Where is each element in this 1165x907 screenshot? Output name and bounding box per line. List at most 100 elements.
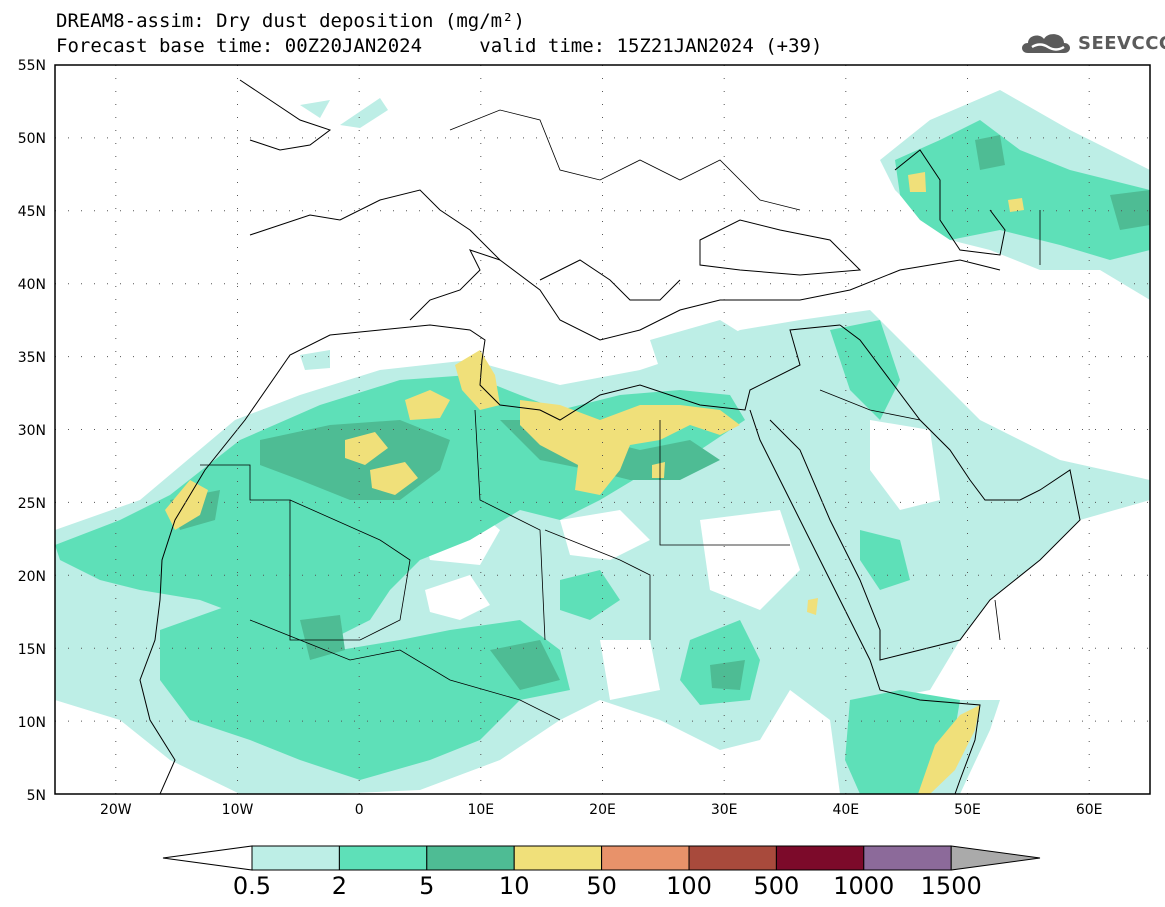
contour-region bbox=[340, 98, 388, 128]
lon-labels: 20W 10W 0 10E 20E 30E 40E 50E 60E bbox=[100, 802, 1103, 818]
colorbar-swatch bbox=[601, 845, 690, 871]
lon-label: 20E bbox=[589, 802, 616, 818]
lon-label: 60E bbox=[1076, 802, 1103, 818]
map-frame bbox=[54, 64, 1151, 795]
contour-region bbox=[1110, 190, 1150, 230]
contour-region bbox=[918, 705, 980, 794]
border bbox=[819, 389, 921, 421]
coastlines bbox=[139, 79, 1081, 794]
contour-region bbox=[345, 432, 388, 465]
lat-label: 20N bbox=[18, 569, 46, 585]
colorbar-label: 2 bbox=[332, 872, 347, 900]
lat-label: 10N bbox=[18, 715, 46, 731]
colorbar-labels: 0.5 2 5 10 50 100 500 1000 1500 bbox=[233, 872, 982, 900]
lat-label: 45N bbox=[18, 204, 46, 220]
contour-gap bbox=[425, 575, 490, 620]
level-10-50 bbox=[165, 172, 1024, 794]
europe-coast bbox=[249, 189, 1001, 341]
lat-label: 25N bbox=[18, 496, 46, 512]
colorbar-swatch bbox=[251, 845, 340, 871]
lat-label: 35N bbox=[18, 350, 46, 366]
lat-label: 15N bbox=[18, 642, 46, 658]
valid-time: valid time: 15Z21JAN2024 (+39) bbox=[479, 35, 823, 57]
lon-label: 50E bbox=[954, 802, 981, 818]
lon-label: 40E bbox=[832, 802, 859, 818]
contour-gap bbox=[560, 510, 650, 560]
contour-region bbox=[455, 350, 500, 410]
contour-region bbox=[807, 598, 818, 615]
grid-lines bbox=[55, 65, 1150, 794]
contour-region bbox=[520, 400, 740, 495]
lat-label: 50N bbox=[18, 131, 46, 147]
caspian-sea bbox=[894, 149, 1006, 256]
contour-gap bbox=[700, 510, 800, 610]
contour-region bbox=[300, 350, 330, 370]
border bbox=[289, 499, 411, 641]
contour-region bbox=[165, 480, 208, 530]
contour-region bbox=[370, 462, 418, 495]
colorbar-label: 1000 bbox=[833, 872, 894, 900]
colorbar-label: 100 bbox=[666, 872, 712, 900]
country-borders bbox=[200, 109, 1041, 721]
colorbar-swatch bbox=[688, 845, 777, 871]
contour-region bbox=[652, 462, 665, 478]
lon-label: 30E bbox=[711, 802, 738, 818]
colorbar-swatch bbox=[775, 845, 865, 871]
colorbar-label: 50 bbox=[586, 872, 617, 900]
border bbox=[200, 464, 360, 641]
lon-label: 10W bbox=[222, 802, 254, 818]
colorbar: 0.5 2 5 10 50 100 500 1000 1500 bbox=[162, 845, 1041, 900]
deposition-field bbox=[55, 90, 1150, 794]
contour-region bbox=[895, 120, 1150, 260]
lon-label: 0 bbox=[355, 802, 364, 818]
seevccc-logo: SEEVCCC bbox=[1018, 28, 1165, 58]
border bbox=[474, 409, 546, 641]
lon-label: 20W bbox=[100, 802, 132, 818]
balkans bbox=[539, 259, 681, 301]
border bbox=[249, 619, 561, 721]
lat-label: 55N bbox=[18, 58, 46, 74]
map-title: DREAM8-assim: Dry dust deposition (mg/m²… bbox=[56, 10, 525, 32]
contour-region bbox=[975, 135, 1005, 170]
contour-gap bbox=[870, 420, 940, 510]
lat-label: 5N bbox=[27, 788, 46, 804]
contour-gap bbox=[600, 640, 660, 700]
africa-coast-east bbox=[749, 409, 981, 794]
contour-region bbox=[710, 660, 745, 690]
contour-region bbox=[300, 615, 345, 660]
colorbar-swatch bbox=[426, 845, 515, 871]
contour-region bbox=[560, 570, 620, 620]
contour-region bbox=[650, 320, 760, 390]
black-sea bbox=[699, 219, 862, 276]
colorbar-label: 500 bbox=[753, 872, 799, 900]
map-subtitle: Forecast base time: 00Z20JAN2024 valid t… bbox=[56, 35, 822, 57]
arabia-coast bbox=[769, 324, 1081, 661]
colorbar-swatch bbox=[513, 845, 603, 871]
lat-labels: 55N 50N 45N 40N 35N 30N 25N 20N 15N 10N … bbox=[18, 58, 46, 804]
contour-region bbox=[860, 530, 910, 590]
contour-region bbox=[300, 100, 330, 118]
colorbar-label: 1500 bbox=[921, 872, 982, 900]
lon-label: 10E bbox=[467, 802, 494, 818]
border bbox=[544, 529, 651, 640]
colorbar-label: 10 bbox=[499, 872, 530, 900]
colorbar-swatch bbox=[863, 845, 952, 871]
forecast-base-time: Forecast base time: 00Z20JAN2024 bbox=[56, 35, 423, 57]
iberia-italy bbox=[409, 249, 501, 321]
british-isles bbox=[239, 79, 332, 151]
border bbox=[659, 420, 790, 546]
border bbox=[994, 599, 1001, 641]
contour-region bbox=[908, 172, 926, 192]
contour-region bbox=[1008, 198, 1024, 212]
contour-region bbox=[830, 320, 900, 420]
logo-text: SEEVCCC bbox=[1078, 32, 1165, 54]
contour-region bbox=[160, 605, 570, 780]
lat-label: 30N bbox=[18, 423, 46, 439]
africa-coast-north bbox=[139, 324, 841, 794]
contour-region bbox=[405, 390, 450, 420]
cloud-logo-icon bbox=[1022, 34, 1070, 53]
colorbar-label: 0.5 bbox=[233, 872, 271, 900]
colorbar-upper-arrow bbox=[950, 845, 1041, 871]
border bbox=[449, 109, 801, 211]
